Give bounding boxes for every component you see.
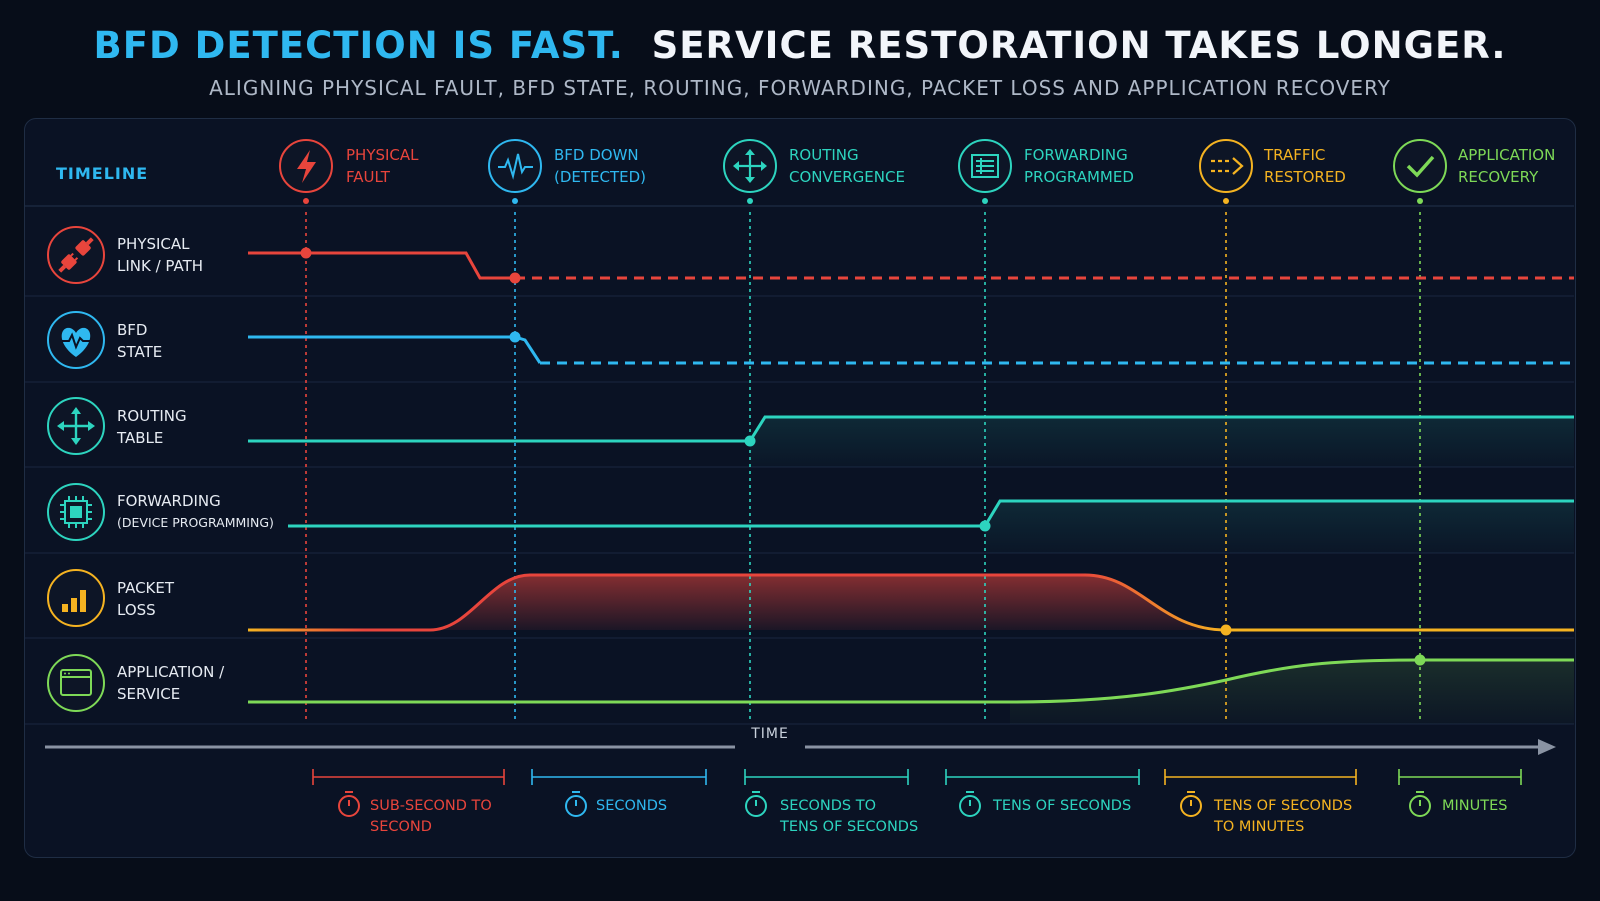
event-label-bfd-down: BFD DOWN (DETECTED) [554, 146, 647, 186]
timeline-heading: TIMELINE [56, 164, 149, 183]
arrows-move-icon [47, 397, 105, 455]
row-label-packet-loss: PACKET LOSS [117, 579, 175, 619]
application-fill [1010, 660, 1574, 724]
event-line-start-dots [303, 198, 1423, 204]
plug-disconnect-icon [47, 226, 105, 284]
routing-table-signal [248, 415, 1574, 447]
title-rest: SERVICE RESTORATION TAKES LONGER. [651, 24, 1507, 67]
duration-label-tens-of-seconds: TENS OF SECONDS [993, 798, 1132, 814]
stopwatch-icon [745, 791, 767, 817]
lightning-icon [279, 139, 333, 193]
dashed-arrow-icon [1199, 139, 1253, 193]
checkmark-icon [1393, 139, 1447, 193]
table-icon [958, 139, 1012, 193]
event-label-forwarding-programmed: FORWARDING PROGRAMMED [1024, 146, 1134, 186]
time-axis [45, 739, 1556, 755]
bar-chart-icon [47, 569, 105, 627]
forwarding-fill [985, 501, 1574, 553]
window-icon [47, 654, 105, 712]
event-lines [305, 212, 1421, 722]
forwarding-signal [288, 499, 1574, 532]
title-accent: BFD DETECTION IS FAST. [93, 24, 624, 67]
row-label-application: APPLICATION / SERVICE [117, 663, 225, 703]
row-label-bfd-state: BFD STATE [117, 321, 163, 361]
row-label-physical-link: PHYSICAL LINK / PATH [117, 235, 204, 275]
row-label-routing-table: ROUTING TABLE [117, 407, 187, 447]
duration-label-seconds-to-tens: SECONDS TO TENS OF SECONDS [780, 798, 919, 835]
event-label-routing-convergence: ROUTING CONVERGENCE [789, 146, 905, 186]
event-label-application-recovery: APPLICATION RECOVERY [1458, 146, 1556, 186]
stopwatch-icon [565, 791, 587, 817]
heart-pulse-icon [47, 311, 105, 369]
page-subtitle: ALIGNING PHYSICAL FAULT, BFD STATE, ROUT… [209, 76, 1391, 100]
routing-table-fill [750, 417, 1574, 467]
packet-loss-signal [248, 573, 1574, 636]
timeline-panel [24, 118, 1576, 858]
stopwatch-icon [1409, 791, 1431, 817]
event-label-physical-fault: PHYSICAL FAULT [346, 146, 419, 186]
heartbeat-icon [488, 139, 542, 193]
stopwatch-icon [1180, 791, 1202, 817]
stopwatch-icon [959, 791, 981, 817]
physical-link-signal [248, 247, 1574, 284]
row-label-forwarding: FORWARDING (DEVICE PROGRAMMING) [117, 492, 274, 530]
duration-label-tens-to-minutes: TENS OF SECONDS TO MINUTES [1214, 798, 1353, 835]
duration-label-seconds: SECONDS [596, 798, 668, 814]
duration-label-sub-second: SUB-SECOND TO SECOND [370, 798, 492, 835]
duration-label-minutes: MINUTES [1442, 798, 1508, 814]
time-axis-label: TIME [751, 726, 789, 742]
chip-icon [47, 483, 105, 541]
stopwatch-icon [338, 791, 360, 817]
event-label-traffic-restored: TRAFFIC RESTORED [1264, 146, 1346, 186]
bfd-state-signal [248, 331, 1574, 365]
packet-loss-fill [430, 575, 1226, 630]
application-signal [248, 654, 1574, 704]
arrows-move-icon [723, 139, 777, 193]
page-title: BFD DETECTION IS FAST. SERVICE RESTORATI… [0, 24, 1600, 67]
duration-brackets [312, 769, 1522, 785]
